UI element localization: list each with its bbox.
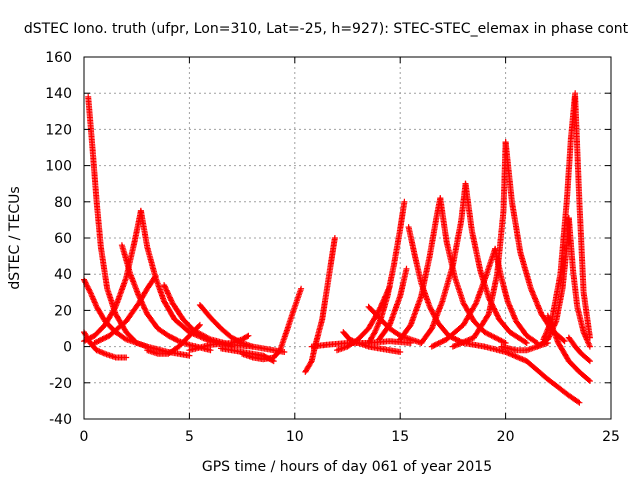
series-arc-ak <box>498 340 551 354</box>
y-tick-label: -20 <box>49 376 72 392</box>
series-arc-m <box>218 345 277 365</box>
series-arc-i <box>144 321 203 357</box>
series-arc-x <box>418 180 469 346</box>
series-arc-d <box>81 207 144 345</box>
series-markers <box>449 139 509 350</box>
series-arc-ah <box>572 93 593 341</box>
series-arc-aj <box>565 334 593 365</box>
y-tick-label: 40 <box>54 267 72 283</box>
series-markers <box>481 343 583 406</box>
series-markers <box>340 329 404 355</box>
series-markers <box>144 321 203 357</box>
chart-title: dSTEC Iono. truth (ufpr, Lon=310, Lat=-2… <box>24 21 629 37</box>
series-arc-q <box>340 329 404 355</box>
series-arc-ag <box>540 90 579 343</box>
series-arc-t <box>405 224 488 350</box>
series-markers <box>218 345 277 365</box>
series-arc-n <box>302 235 338 375</box>
x-tick-label: 5 <box>185 429 194 445</box>
data-layer <box>81 90 593 406</box>
y-tick-label: 0 <box>63 340 72 356</box>
y-axis-label: dSTEC / TECUs <box>7 186 23 289</box>
series-markers <box>186 332 252 354</box>
series-arc-v <box>397 195 444 343</box>
series-markers <box>565 334 593 365</box>
series-arc-u <box>376 265 410 343</box>
x-tick-label: 10 <box>286 429 304 445</box>
y-tick-label: 60 <box>54 231 72 247</box>
series-markers <box>302 235 338 375</box>
series-markers <box>565 215 593 350</box>
series-markers <box>540 90 579 343</box>
series-arc-ad <box>481 343 583 406</box>
y-tick-label: 160 <box>45 50 72 66</box>
y-tick-label: 80 <box>54 195 72 211</box>
series-markers <box>418 180 469 346</box>
y-tick-label: -40 <box>49 412 72 428</box>
x-tick-label: 25 <box>602 429 620 445</box>
series-arc-ab <box>449 139 509 350</box>
y-tick-label: 100 <box>45 159 72 175</box>
series-markers <box>85 93 151 350</box>
series-markers <box>91 273 159 346</box>
series-markers <box>544 312 593 384</box>
x-axis-label: GPS time / hours of day 061 of year 2015 <box>202 459 492 475</box>
x-tick-label: 15 <box>391 429 409 445</box>
tick-layer: 0 5 10 15 20 25 -40 -20 0 20 40 60 80 100 120 140 160 <box>45 50 620 445</box>
series-arc-af <box>565 215 593 350</box>
y-tick-label: 120 <box>45 122 72 138</box>
series-arc-z <box>428 245 499 350</box>
y-tick-label: 140 <box>45 86 72 102</box>
series-markers <box>365 198 408 346</box>
series-arc-ai <box>544 312 593 384</box>
series-arc-g <box>91 273 159 346</box>
series-arc-b <box>85 93 151 350</box>
series-markers <box>376 265 410 343</box>
x-tick-label: 0 <box>80 429 89 445</box>
series-arc-k <box>186 332 252 354</box>
series-markers <box>498 340 551 354</box>
series-markers <box>572 93 593 341</box>
series-markers <box>428 245 499 350</box>
x-tick-label: 20 <box>497 429 515 445</box>
series-markers <box>405 224 488 350</box>
series-markers <box>397 195 444 343</box>
series-arc-r <box>365 198 408 346</box>
series-markers <box>81 207 144 345</box>
y-tick-label: 20 <box>54 303 72 319</box>
